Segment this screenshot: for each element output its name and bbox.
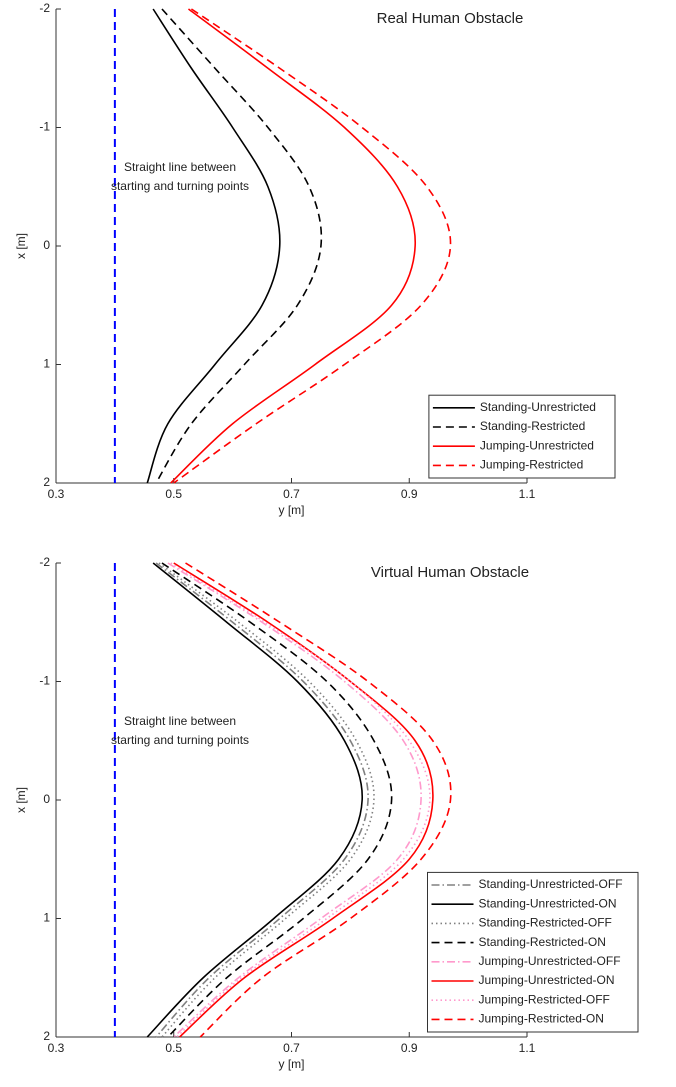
legend-label: Jumping-Restricted-OFF — [479, 992, 610, 1006]
y-tick-label: 0.9 — [401, 487, 418, 501]
x-tick-label: 0 — [43, 792, 50, 806]
y-tick-label: 1.1 — [519, 1041, 536, 1055]
legend-label: Standing-Restricted-OFF — [479, 916, 612, 930]
y-tick-label: 1.1 — [519, 487, 536, 501]
x-tick-label: 0 — [43, 238, 50, 252]
legend-label: Jumping-Unrestricted — [480, 438, 594, 452]
x-tick-label: 1 — [43, 911, 50, 925]
axis-label: x [m] — [14, 787, 28, 813]
legend-label: Jumping-Restricted-ON — [479, 1012, 604, 1026]
x-tick-label: -2 — [39, 1, 50, 15]
y-tick-label: 0.5 — [165, 487, 182, 501]
legend-label: Standing-Unrestricted-OFF — [479, 877, 623, 891]
axis-label: y [m] — [279, 1057, 305, 1071]
x-tick-label: 1 — [43, 357, 50, 371]
y-tick-label: 0.7 — [283, 487, 300, 501]
x-tick-label: -2 — [39, 555, 50, 569]
legend-label: Jumping-Unrestricted-OFF — [479, 954, 621, 968]
legend-box — [428, 394, 616, 479]
series-line — [161, 562, 393, 1038]
series-line — [155, 8, 323, 484]
series-line — [173, 8, 452, 484]
x-tick-label: -1 — [39, 674, 50, 688]
y-tick-label: 0.7 — [283, 1041, 300, 1055]
legend-label: Standing-Restricted — [480, 419, 585, 433]
x-tick-label: -1 — [39, 120, 50, 134]
legend-label: Jumping-Unrestricted-ON — [479, 973, 615, 987]
x-tick-label: 2 — [43, 475, 50, 489]
y-tick-label: 0.3 — [48, 1041, 65, 1055]
legend-label: Standing-Unrestricted — [480, 400, 596, 414]
series-line — [185, 562, 452, 1038]
series-line — [155, 562, 369, 1038]
annotation: Straight line between — [124, 714, 236, 728]
legend-box — [427, 871, 639, 1033]
series-line — [158, 562, 375, 1038]
series-line — [146, 562, 363, 1038]
chart-title: Virtual Human Obstacle — [371, 564, 529, 581]
series-line — [167, 562, 422, 1038]
legend-label: Standing-Restricted-ON — [479, 935, 606, 949]
axis-label: y [m] — [279, 503, 305, 517]
x-tick-label: 2 — [43, 1029, 50, 1043]
annotation: starting and turning points — [111, 179, 249, 193]
y-tick-label: 0.3 — [48, 487, 65, 501]
series-line — [170, 8, 416, 484]
chart-title: Real Human Obstacle — [377, 10, 524, 27]
series-line — [146, 8, 281, 484]
axis-label: x [m] — [14, 233, 28, 259]
legend-label: Standing-Unrestricted-ON — [479, 896, 617, 910]
y-tick-label: 0.5 — [165, 1041, 182, 1055]
annotation: Straight line between — [124, 160, 236, 174]
annotation: starting and turning points — [111, 733, 249, 747]
y-tick-label: 0.9 — [401, 1041, 418, 1055]
legend-label: Jumping-Restricted — [480, 458, 583, 472]
series-line — [173, 562, 434, 1038]
